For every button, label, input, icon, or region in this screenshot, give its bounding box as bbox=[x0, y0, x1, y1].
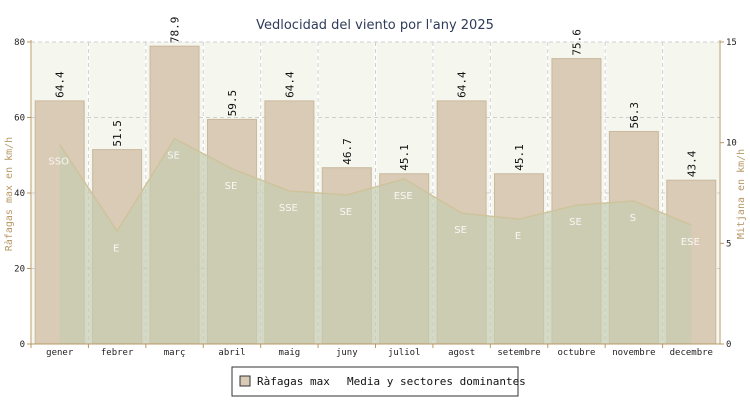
y-tick-label-right: 15 bbox=[726, 38, 737, 48]
x-tick-label: abril bbox=[218, 348, 245, 358]
y-tick-label-left: 40 bbox=[14, 189, 25, 199]
x-tick-label: decembre bbox=[670, 348, 713, 358]
direction-label: E bbox=[515, 231, 521, 242]
direction-label: S bbox=[630, 213, 636, 224]
bar-value-labels: 64.4 51.5 78.9 59.5 64.4 46.7 45.1 64.4 45.1 75.6… bbox=[54, 17, 699, 178]
bar-value-label: 43.4 bbox=[685, 150, 698, 177]
bar-value-label: 78.9 bbox=[169, 17, 182, 44]
y-tick-label-right: 0 bbox=[726, 340, 731, 350]
y-tick-label-left: 20 bbox=[14, 265, 25, 275]
x-tick-label: març bbox=[164, 348, 186, 358]
direction-label: SE bbox=[339, 207, 352, 218]
legend-swatch-bars bbox=[239, 375, 251, 387]
direction-label: SE bbox=[225, 181, 238, 192]
bar-value-label: 64.4 bbox=[283, 71, 296, 98]
direction-label: SSE bbox=[279, 203, 298, 214]
area-line bbox=[59, 137, 692, 233]
direction-label: SE bbox=[167, 151, 180, 162]
x-tick-label: agost bbox=[448, 348, 475, 358]
direction-label: ESE bbox=[394, 191, 413, 202]
y-tick-label-left: 0 bbox=[20, 340, 25, 350]
y-tick-label-right: 10 bbox=[726, 139, 737, 149]
y-axis-left-label: Ràfagas max en km/h bbox=[3, 137, 15, 251]
direction-label: SE bbox=[454, 225, 467, 236]
bar-value-label: 56.3 bbox=[628, 102, 641, 129]
bar-value-label: 64.4 bbox=[54, 71, 67, 98]
bar-value-label: 46.7 bbox=[341, 138, 354, 165]
bar-value-label: 75.6 bbox=[570, 29, 583, 56]
x-tick-label: maig bbox=[279, 348, 301, 358]
direction-label: E bbox=[113, 243, 119, 254]
x-tick-label: octubre bbox=[557, 348, 595, 358]
area-fill bbox=[59, 138, 692, 344]
bar-value-label: 45.1 bbox=[398, 144, 411, 171]
chart-title: Vedlocidad del viento por l'any 2025 bbox=[256, 18, 494, 33]
bar-value-label: 59.5 bbox=[226, 90, 239, 116]
bar-value-label: 64.4 bbox=[456, 71, 469, 98]
area-series bbox=[59, 137, 692, 344]
x-tick-label: juliol bbox=[388, 348, 421, 358]
y-tick-label-left: 80 bbox=[14, 38, 25, 48]
bar-value-label: 51.5 bbox=[111, 120, 124, 147]
y-tick-label-right: 5 bbox=[726, 239, 731, 249]
legend-label-area: Media y sectores dominantes bbox=[347, 375, 526, 388]
y-axis-right-label: Mitjana en km/h bbox=[736, 149, 747, 239]
x-tick-label: novembre bbox=[612, 348, 655, 358]
x-tick-label: juny bbox=[336, 348, 358, 358]
x-tick-label: setembre bbox=[497, 348, 540, 358]
y-tick-label-left: 60 bbox=[14, 114, 25, 124]
legend-box bbox=[231, 366, 519, 397]
legend: Ràfagas max Media y sectores dominantes bbox=[231, 366, 526, 397]
direction-label: SSO bbox=[48, 157, 69, 168]
direction-label: ESE bbox=[681, 237, 700, 248]
x-tick-label: gener bbox=[46, 348, 74, 358]
direction-label: SE bbox=[569, 217, 582, 228]
bar-value-label: 45.1 bbox=[513, 144, 526, 171]
x-tick-label: febrer bbox=[101, 348, 134, 358]
tick-labels: 0 20 40 60 80 0 5 10 15 gener febrer març abril maig j… bbox=[14, 38, 737, 358]
legend-label-bars: Ràfagas max bbox=[257, 375, 330, 388]
